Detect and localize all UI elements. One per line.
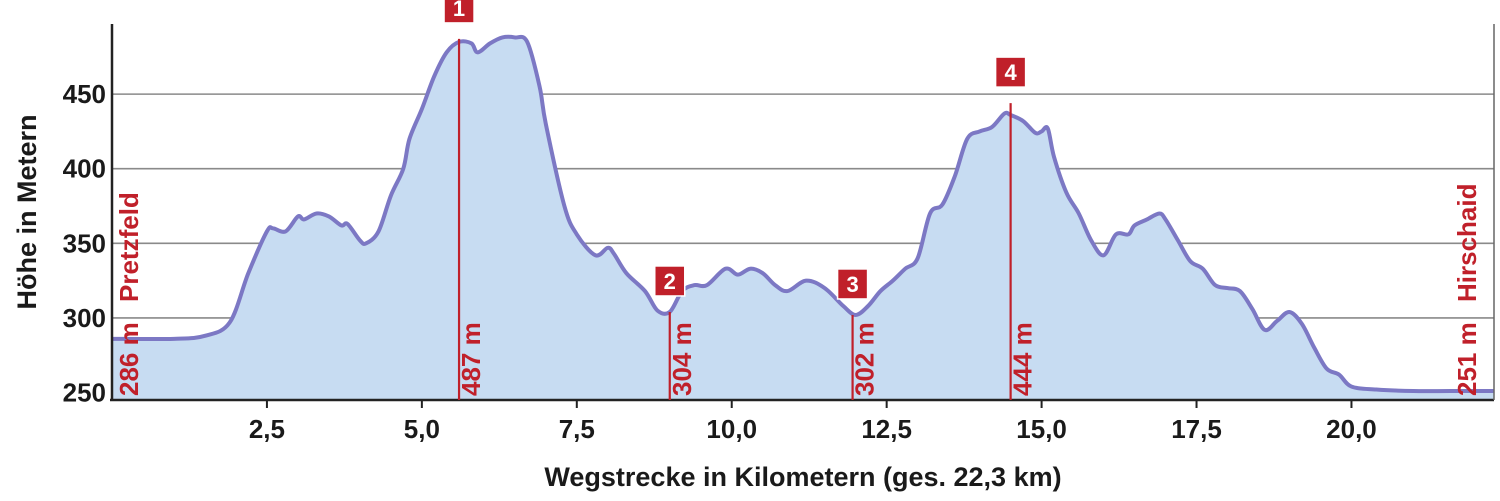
x-tick-label: 20,0 [1326,414,1377,444]
elevation-profile-line [111,34,1494,394]
marker-badge [994,56,1027,88]
marker-elevation-label: 302 m [850,322,880,396]
marker-number: 4 [1004,60,1017,85]
marker-badge [443,0,475,24]
marker-elevation-label: 304 m [667,322,697,396]
elevation-marker-4: 4 444 m [994,56,1038,400]
x-tick-label: 7,5 [559,414,595,444]
start-place-name: Pretzfeld [114,192,144,302]
elevation-area-fill [112,36,1494,401]
marker-elevation-label: 487 m [456,322,486,396]
elevation-markers: 1 487 m 2 304 m 3 302 m 4 444 m [443,0,1038,400]
x-tick-labels: 2,5 5,0 7,5 10,0 12,5 15,0 17,5 20,0 [249,400,1377,444]
y-tick-label: 250 [63,378,106,408]
marker-badge [836,268,869,300]
end-place-name: Hirschaid [1452,184,1482,303]
y-tick-label: 300 [63,303,106,333]
marker-number: 1 [453,0,465,21]
x-axis-title: Wegstrecke in Kilometern (ges. 22,3 km) [544,462,1061,492]
x-tick-label: 2,5 [249,414,285,444]
x-tick-label: 17,5 [1171,414,1222,444]
y-tick-label: 400 [63,154,106,184]
y-tick-label: 350 [63,228,106,258]
y-tick-label: 450 [63,79,106,109]
endpoint-labels: 286 m Pretzfeld 251 m Hirschaid [114,184,1482,397]
x-tick-label: 15,0 [1016,414,1067,444]
y-tick-labels: 250 300 350 400 450 [63,79,106,407]
marker-badge [654,265,686,297]
marker-number: 2 [664,269,676,294]
x-tick-label: 10,0 [706,414,757,444]
axes [110,24,1495,402]
elevation-marker-3: 3 302 m [836,268,880,400]
end-elevation-label: 251 m [1452,322,1482,396]
x-tick-label: 12,5 [861,414,912,444]
x-tick-label: 5,0 [404,414,440,444]
elevation-marker-1: 1 487 m [443,0,486,400]
elevation-marker-2: 2 304 m [654,265,697,400]
start-elevation-label: 286 m [114,322,144,396]
marker-number: 3 [846,272,858,297]
marker-elevation-label: 444 m [1008,322,1038,396]
elevation-area [111,34,1494,401]
y-axis-title: Höhe in Metern [12,114,42,309]
